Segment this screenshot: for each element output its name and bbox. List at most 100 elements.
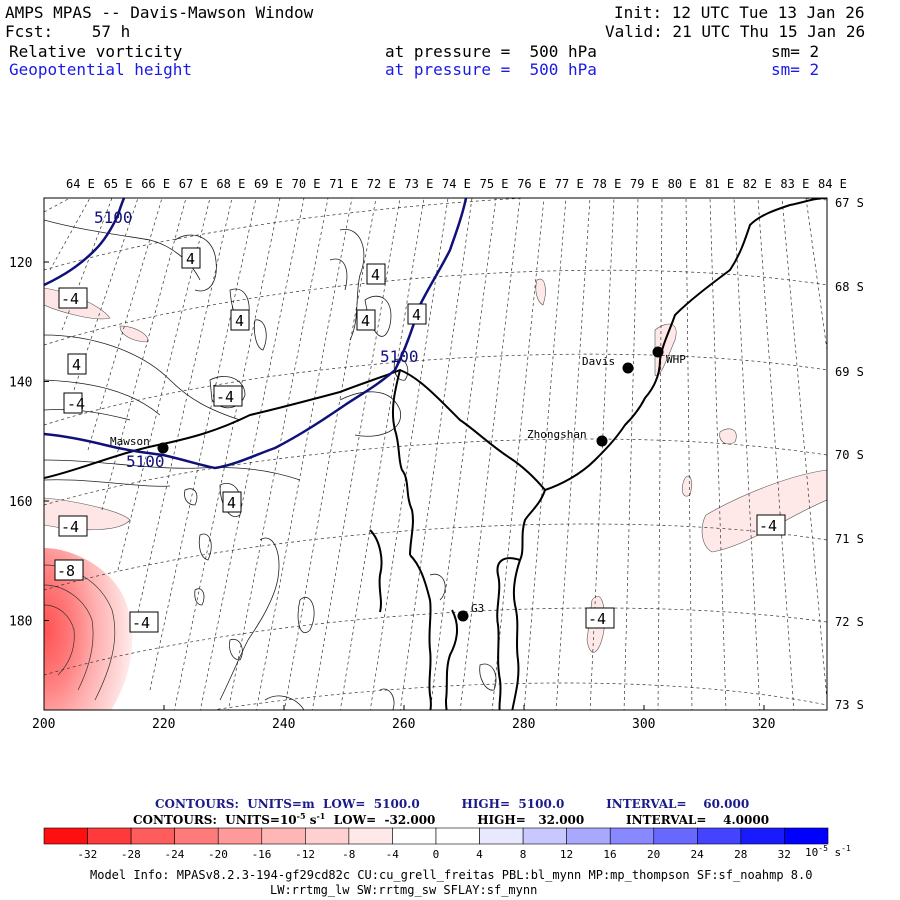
lat-label: 72 S xyxy=(835,615,864,629)
svg-text:4: 4 xyxy=(361,312,370,330)
x-tick-label: 260 xyxy=(392,717,415,732)
lat-label: 73 S xyxy=(835,698,864,712)
colorbar-swatch xyxy=(348,827,393,845)
lon-label: 72 E xyxy=(367,177,396,191)
svg-text:-4: -4 xyxy=(61,290,79,308)
y-tick-label: 160 xyxy=(9,495,32,510)
svg-text:-8: -8 xyxy=(57,562,75,580)
colorbar xyxy=(43,827,829,845)
colorbar-label: 24 xyxy=(691,848,705,861)
svg-text:4: 4 xyxy=(371,266,380,284)
vort-label: -4 xyxy=(129,611,159,633)
lon-label: 76 E xyxy=(517,177,546,191)
station-davis: Davis xyxy=(582,355,634,374)
colorbar-swatch xyxy=(261,827,306,845)
legend-vorticity-contours: CONTOURS: UNITS=10-5 s-1 LOW= -32.000 HI… xyxy=(133,811,770,827)
colorbar-label: -8 xyxy=(342,848,355,861)
colorbar-swatch xyxy=(435,827,480,845)
plot-frame xyxy=(43,197,828,711)
x-tick-label: 240 xyxy=(272,717,295,732)
vort-label: -4 xyxy=(213,385,243,407)
colorbar-swatch xyxy=(217,827,263,845)
colorbar-label: -24 xyxy=(164,848,184,861)
colorbar-swatch xyxy=(479,827,524,845)
lon-label: 75 E xyxy=(480,177,509,191)
vorticity-labels: 4 -4 4 4 4 4 4 -4 -4 4 -4 -8 -4 -4 -4 xyxy=(54,247,786,633)
colorbar-label: 8 xyxy=(520,848,527,861)
vort-label: 4 xyxy=(356,309,376,331)
svg-text:4: 4 xyxy=(412,306,421,324)
lat-label: 70 S xyxy=(835,448,864,462)
lat-label: 69 S xyxy=(835,365,864,379)
lon-label: 80 E xyxy=(668,177,697,191)
x-tick-label: 320 xyxy=(752,717,775,732)
colorbar-swatch xyxy=(174,827,219,845)
svg-text:G3: G3 xyxy=(471,602,484,615)
lon-label: 69 E xyxy=(254,177,283,191)
station-g3: G3 xyxy=(457,602,484,622)
field2-smoothing: sm= 2 xyxy=(771,60,820,79)
colorbar-swatch xyxy=(522,827,567,845)
lon-label: 66 E xyxy=(141,177,170,191)
vort-label: -4 xyxy=(585,607,615,629)
colorbar-label: 28 xyxy=(734,848,747,861)
lon-label: 83 E xyxy=(780,177,809,191)
colorbar-label: 20 xyxy=(647,848,660,861)
colorbar-unit: 10-5 s-1 xyxy=(805,844,851,859)
colorbar-swatch xyxy=(392,827,437,845)
svg-text:-4: -4 xyxy=(216,388,234,406)
colorbar-label: -28 xyxy=(121,848,141,861)
forecast-hour: Fcst: 57 h xyxy=(5,22,131,41)
lon-label: 77 E xyxy=(555,177,584,191)
station-mawson: Mawson xyxy=(110,435,169,454)
colorbar-swatch xyxy=(566,827,611,845)
lon-label: 82 E xyxy=(743,177,772,191)
svg-text:-4: -4 xyxy=(61,518,79,536)
coastline xyxy=(44,198,827,710)
vort-label: 4 xyxy=(222,491,242,513)
colorbar-label: -4 xyxy=(386,848,400,861)
svg-text:-4: -4 xyxy=(132,614,150,632)
y-tick-label: 180 xyxy=(9,615,32,630)
lat-label: 68 S xyxy=(835,280,864,294)
height-contours xyxy=(44,198,468,470)
lat-label: 71 S xyxy=(835,532,864,546)
height-label: 5100 xyxy=(380,347,419,366)
height-labels: 5100 5100 5100 xyxy=(94,208,419,471)
svg-text:Davis: Davis xyxy=(582,355,615,368)
station-zhongshan: Zhongshan xyxy=(527,428,608,447)
lon-label: 67 E xyxy=(179,177,208,191)
svg-text:4: 4 xyxy=(186,250,195,268)
x-tick-label: 200 xyxy=(32,717,55,732)
lon-label: 81 E xyxy=(705,177,734,191)
colorbar-swatch xyxy=(43,827,88,845)
vort-label: 4 xyxy=(230,309,250,331)
lon-label: 79 E xyxy=(630,177,659,191)
colorbar-swatch xyxy=(697,827,742,845)
model-info: Model Info: MPASv8.2.3-194-gf29cd82c CU:… xyxy=(90,868,813,882)
colorbar-label: 4 xyxy=(476,848,483,861)
x-tick-label: 300 xyxy=(632,717,655,732)
svg-text:-4: -4 xyxy=(67,395,85,413)
colorbar-label: 16 xyxy=(603,848,616,861)
colorbar-label: 0 xyxy=(433,848,440,861)
vort-label: -8 xyxy=(54,559,84,581)
lon-label: 74 E xyxy=(442,177,471,191)
lon-label: 64 E xyxy=(66,177,95,191)
svg-text:4: 4 xyxy=(227,494,236,512)
stations: Mawson Davis WHP Zhongshan G3 xyxy=(110,346,686,622)
colorbar-swatch xyxy=(305,827,350,845)
lat-label: 67 S xyxy=(835,196,864,210)
svg-text:-4: -4 xyxy=(759,517,777,535)
colorbar-swatch xyxy=(609,827,655,845)
station-whp: WHP xyxy=(652,346,686,366)
colorbar-label: -16 xyxy=(252,848,272,861)
y-tick-label: 140 xyxy=(9,376,32,391)
colorbar-swatch xyxy=(784,827,829,845)
svg-text:Zhongshan: Zhongshan xyxy=(527,428,587,441)
plot-title: AMPS MPAS -- Davis-Mawson Window xyxy=(5,3,314,22)
colorbar-swatch xyxy=(740,827,785,845)
height-label: 5100 xyxy=(94,208,133,227)
field1-name: Relative vorticity xyxy=(9,42,183,61)
lon-label: 84 E xyxy=(818,177,847,191)
